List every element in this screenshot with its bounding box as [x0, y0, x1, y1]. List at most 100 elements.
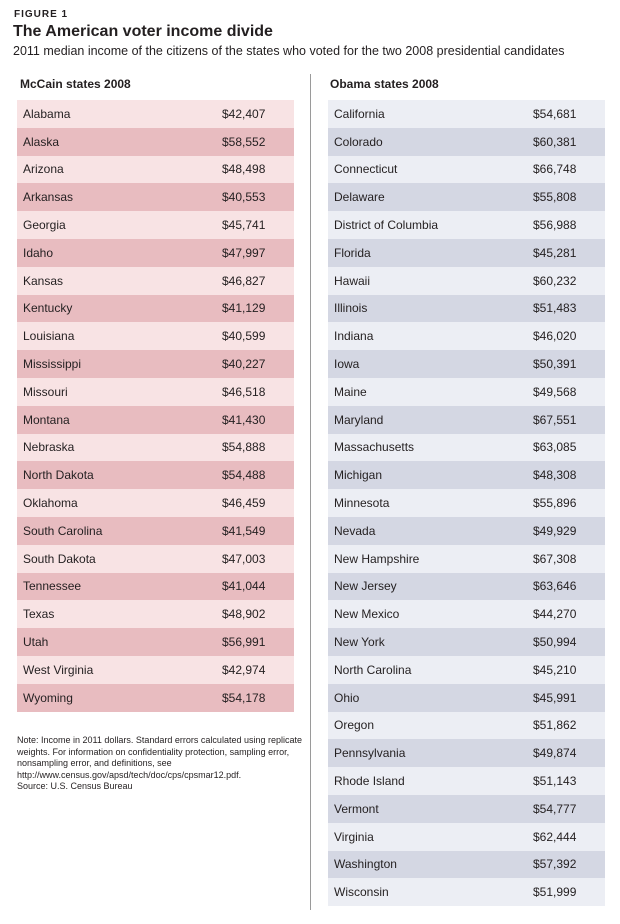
mccain-income-value: $47,003	[222, 551, 266, 566]
obama-state-name: Delaware	[334, 190, 385, 205]
mccain-state-name: Idaho	[23, 245, 54, 260]
mccain-income-value: $41,430	[222, 412, 266, 427]
mccain-table-row: Kansas $46,827	[17, 266, 294, 295]
obama-income-value: $46,020	[533, 329, 577, 344]
mccain-state-name: South Dakota	[23, 551, 96, 566]
mccain-income-value: $56,991	[222, 635, 266, 650]
obama-table-row: Minnesota $55,896	[328, 489, 605, 517]
obama-state-name: Wisconsin	[334, 885, 389, 900]
obama-state-name: Rhode Island	[334, 774, 405, 789]
obama-table-row: Florida $45,281	[328, 238, 605, 267]
obama-income-value: $60,381	[533, 134, 577, 149]
mccain-income-value: $40,599	[222, 329, 266, 344]
mccain-table-row: Texas $48,902	[17, 600, 294, 629]
obama-table-row: New Mexico $44,270	[328, 600, 605, 629]
figure-label: FIGURE 1	[14, 9, 69, 20]
obama-income-value: $63,085	[533, 440, 577, 455]
obama-table-row: Vermont $54,777	[328, 794, 605, 823]
obama-table-row: Massachusetts $63,085	[328, 433, 605, 462]
column-divider	[310, 74, 311, 910]
obama-table-row: Hawaii $60,232	[328, 266, 605, 295]
obama-table-row: California $54,681	[328, 100, 605, 128]
mccain-income-value: $46,827	[222, 273, 266, 288]
obama-state-name: Connecticut	[334, 162, 398, 177]
mccain-income-value: $48,498	[222, 162, 266, 177]
mccain-state-name: Tennessee	[23, 579, 82, 594]
obama-table-row: Colorado $60,381	[328, 127, 605, 156]
mccain-income-value: $42,407	[222, 106, 266, 121]
obama-state-name: Indiana	[334, 329, 374, 344]
obama-income-value: $67,551	[533, 412, 577, 427]
obama-income-value: $51,862	[533, 718, 577, 733]
mccain-table-row: Louisiana $40,599	[17, 322, 294, 351]
mccain-state-name: Louisiana	[23, 329, 75, 344]
obama-income-value: $55,808	[533, 190, 577, 205]
obama-income-value: $44,270	[533, 607, 577, 622]
mccain-table-row: South Carolina $41,549	[17, 516, 294, 545]
obama-income-value: $49,874	[533, 746, 577, 761]
mccain-state-name: Arizona	[23, 162, 64, 177]
obama-table-row: Connecticut $66,748	[328, 155, 605, 184]
obama-income-value: $62,444	[533, 829, 577, 844]
note-text: Note: Income in 2011 dollars. Standard e…	[17, 735, 302, 780]
obama-state-name: New Hampshire	[334, 551, 420, 566]
mccain-table-row: Nebraska $54,888	[17, 433, 294, 462]
chart-subtitle: 2011 median income of the citizens of th…	[13, 44, 565, 58]
mccain-state-name: Wyoming	[23, 690, 73, 705]
mccain-income-value: $58,552	[222, 134, 266, 149]
obama-state-name: Hawaii	[334, 273, 371, 288]
obama-table-row: Virginia $62,444	[328, 822, 605, 851]
mccain-state-name: Arkansas	[23, 190, 74, 205]
obama-state-name: Maryland	[334, 412, 384, 427]
obama-table-row: Pennsylvania $49,874	[328, 739, 605, 768]
mccain-table-row: South Dakota $47,003	[17, 544, 294, 573]
mccain-table-row: Arkansas $40,553	[17, 183, 294, 212]
obama-table-row: North Carolina $45,210	[328, 655, 605, 684]
obama-state-name: New Mexico	[334, 607, 400, 622]
mccain-income-value: $45,741	[222, 218, 266, 233]
obama-state-name: Minnesota	[334, 496, 390, 511]
obama-income-value: $50,994	[533, 635, 577, 650]
mccain-income-value: $46,459	[222, 496, 266, 511]
obama-state-name: Oregon	[334, 718, 375, 733]
obama-table-row: Nevada $49,929	[328, 516, 605, 545]
mccain-state-name: West Virginia	[23, 662, 94, 677]
mccain-income-value: $54,488	[222, 468, 266, 483]
mccain-table-title: McCain states 2008	[20, 77, 131, 91]
obama-income-value: $67,308	[533, 551, 577, 566]
obama-table-row: New York $50,994	[328, 628, 605, 656]
mccain-table-row: Idaho $47,997	[17, 238, 294, 267]
obama-table-row: Maryland $67,551	[328, 405, 605, 434]
mccain-income-value: $48,902	[222, 607, 266, 622]
mccain-state-name: Kentucky	[23, 301, 73, 316]
obama-table-row: New Jersey $63,646	[328, 572, 605, 601]
mccain-table-row: Missouri $46,518	[17, 377, 294, 406]
obama-state-name: Michigan	[334, 468, 383, 483]
obama-table-row: District of Columbia $56,988	[328, 211, 605, 239]
mccain-table-row: North Dakota $54,488	[17, 461, 294, 490]
footnote: Note: Income in 2011 dollars. Standard e…	[17, 735, 302, 793]
obama-income-value: $49,929	[533, 523, 577, 538]
mccain-income-value: $40,227	[222, 357, 266, 372]
mccain-income-value: $47,997	[222, 245, 266, 260]
obama-state-name: Vermont	[334, 801, 379, 816]
mccain-table-row: Arizona $48,498	[17, 155, 294, 184]
obama-income-value: $51,999	[533, 885, 577, 900]
mccain-table-row: Alaska $58,552	[17, 127, 294, 156]
obama-table-row: Indiana $46,020	[328, 322, 605, 351]
mccain-state-name: Oklahoma	[23, 496, 78, 511]
obama-income-value: $60,232	[533, 273, 577, 288]
mccain-state-name: Georgia	[23, 218, 66, 233]
obama-state-name: Iowa	[334, 357, 360, 372]
mccain-state-name: Alabama	[23, 106, 71, 121]
obama-state-name: Ohio	[334, 690, 360, 705]
mccain-state-name: Missouri	[23, 384, 68, 399]
mccain-table-row: Tennessee $41,044	[17, 572, 294, 601]
mccain-state-name: Montana	[23, 412, 70, 427]
mccain-state-name: Nebraska	[23, 440, 75, 455]
obama-state-name: California	[334, 106, 385, 121]
obama-income-value: $48,308	[533, 468, 577, 483]
obama-income-value: $50,391	[533, 357, 577, 372]
mccain-income-value: $40,553	[222, 190, 266, 205]
mccain-table-row: West Virginia $42,974	[17, 655, 294, 684]
